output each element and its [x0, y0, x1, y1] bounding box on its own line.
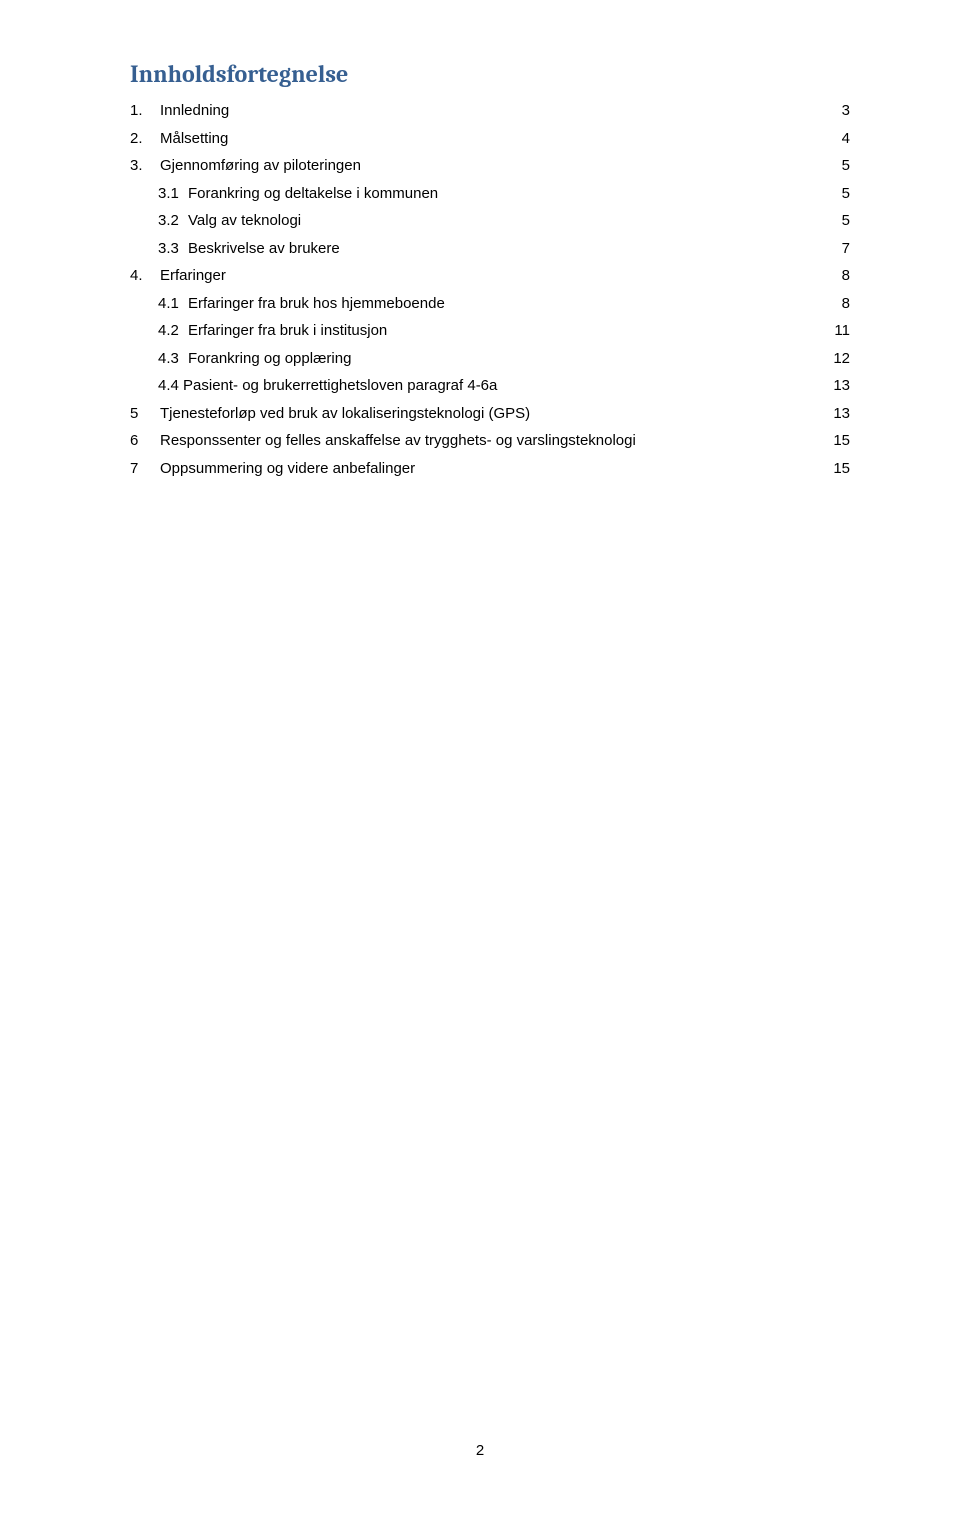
- toc-entry-number: 5: [130, 401, 160, 427]
- toc-entry: 5Tjenesteforløp ved bruk av lokalisering…: [130, 401, 850, 427]
- toc-entry-label: Erfaringer fra bruk hos hjemmeboende: [188, 291, 445, 317]
- toc-entry: 7Oppsummering og videre anbefalinger 15: [130, 456, 850, 482]
- toc-entry-page: 13: [828, 373, 850, 399]
- toc-entry-number: 1.: [130, 98, 160, 124]
- toc-entry: 4.Erfaringer 8: [130, 263, 850, 289]
- toc-entry-page: 8: [828, 263, 850, 289]
- toc-entry-number: 4.3: [158, 346, 188, 372]
- toc-entry-page: 11: [828, 318, 850, 344]
- toc-entry-label: Målsetting: [160, 126, 228, 152]
- toc-entry: 1.Innledning 3: [130, 98, 850, 124]
- toc-entry-page: 3: [828, 98, 850, 124]
- toc-entry-label: Erfaringer fra bruk i institusjon: [188, 318, 387, 344]
- toc-entry-label: Forankring og opplæring: [188, 346, 351, 372]
- toc-entry-number: 6: [130, 428, 160, 454]
- toc-entry-page: 8: [828, 291, 850, 317]
- toc-entry-number: 4.2: [158, 318, 188, 344]
- toc-entry-page: 15: [828, 428, 850, 454]
- toc-entry-label: Valg av teknologi: [188, 208, 301, 234]
- toc-entry-label: 4.4 Pasient- og brukerrettighetsloven pa…: [158, 373, 497, 399]
- toc-entry-page: 5: [828, 208, 850, 234]
- page-number: 2: [0, 1442, 960, 1459]
- toc-entry-number: 3.1: [158, 181, 188, 207]
- toc-entry-label: Gjennomføring av piloteringen: [160, 153, 361, 179]
- toc-entry-number: 3.: [130, 153, 160, 179]
- toc-entry-number: 2.: [130, 126, 160, 152]
- toc-entry-label: Tjenesteforløp ved bruk av lokaliserings…: [160, 401, 530, 427]
- toc-entry: 3.1Forankring og deltakelse i kommunen 5: [130, 181, 850, 207]
- toc-entry: 4.3Forankring og opplæring 12: [130, 346, 850, 372]
- toc-entry: 4.2Erfaringer fra bruk i institusjon 11: [130, 318, 850, 344]
- toc-entry-number: 3.2: [158, 208, 188, 234]
- toc-entry: 2.Målsetting 4: [130, 126, 850, 152]
- toc-entry: 6Responssenter og felles anskaffelse av …: [130, 428, 850, 454]
- toc-entry-number: 7: [130, 456, 160, 482]
- toc-entry-page: 5: [828, 181, 850, 207]
- toc-entry-label: Innledning: [160, 98, 229, 124]
- toc-entry: 4.4 Pasient- og brukerrettighetsloven pa…: [130, 373, 850, 399]
- toc-entry-label: Beskrivelse av brukere: [188, 236, 340, 262]
- toc-entry-label: Responssenter og felles anskaffelse av t…: [160, 428, 636, 454]
- toc-list: 1.Innledning32.Målsetting43.Gjennomførin…: [130, 98, 850, 481]
- toc-entry: 3.Gjennomføring av piloteringen 5: [130, 153, 850, 179]
- toc-entry-page: 13: [828, 401, 850, 427]
- toc-entry-page: 5: [828, 153, 850, 179]
- toc-entry: 3.3Beskrivelse av brukere 7: [130, 236, 850, 262]
- toc-entry-number: 3.3: [158, 236, 188, 262]
- toc-entry-label: Forankring og deltakelse i kommunen: [188, 181, 438, 207]
- toc-entry-page: 7: [828, 236, 850, 262]
- toc-entry-label: Erfaringer: [160, 263, 226, 289]
- toc-entry-number: 4.: [130, 263, 160, 289]
- toc-entry-number: 4.1: [158, 291, 188, 317]
- toc-entry-page: 12: [828, 346, 850, 372]
- toc-entry-page: 15: [828, 456, 850, 482]
- toc-entry-page: 4: [828, 126, 850, 152]
- toc-entry: 4.1Erfaringer fra bruk hos hjemmeboende 8: [130, 291, 850, 317]
- toc-entry-label: Oppsummering og videre anbefalinger: [160, 456, 415, 482]
- toc-entry: 3.2Valg av teknologi 5: [130, 208, 850, 234]
- toc-title: Innholdsfortegnelse: [130, 60, 850, 88]
